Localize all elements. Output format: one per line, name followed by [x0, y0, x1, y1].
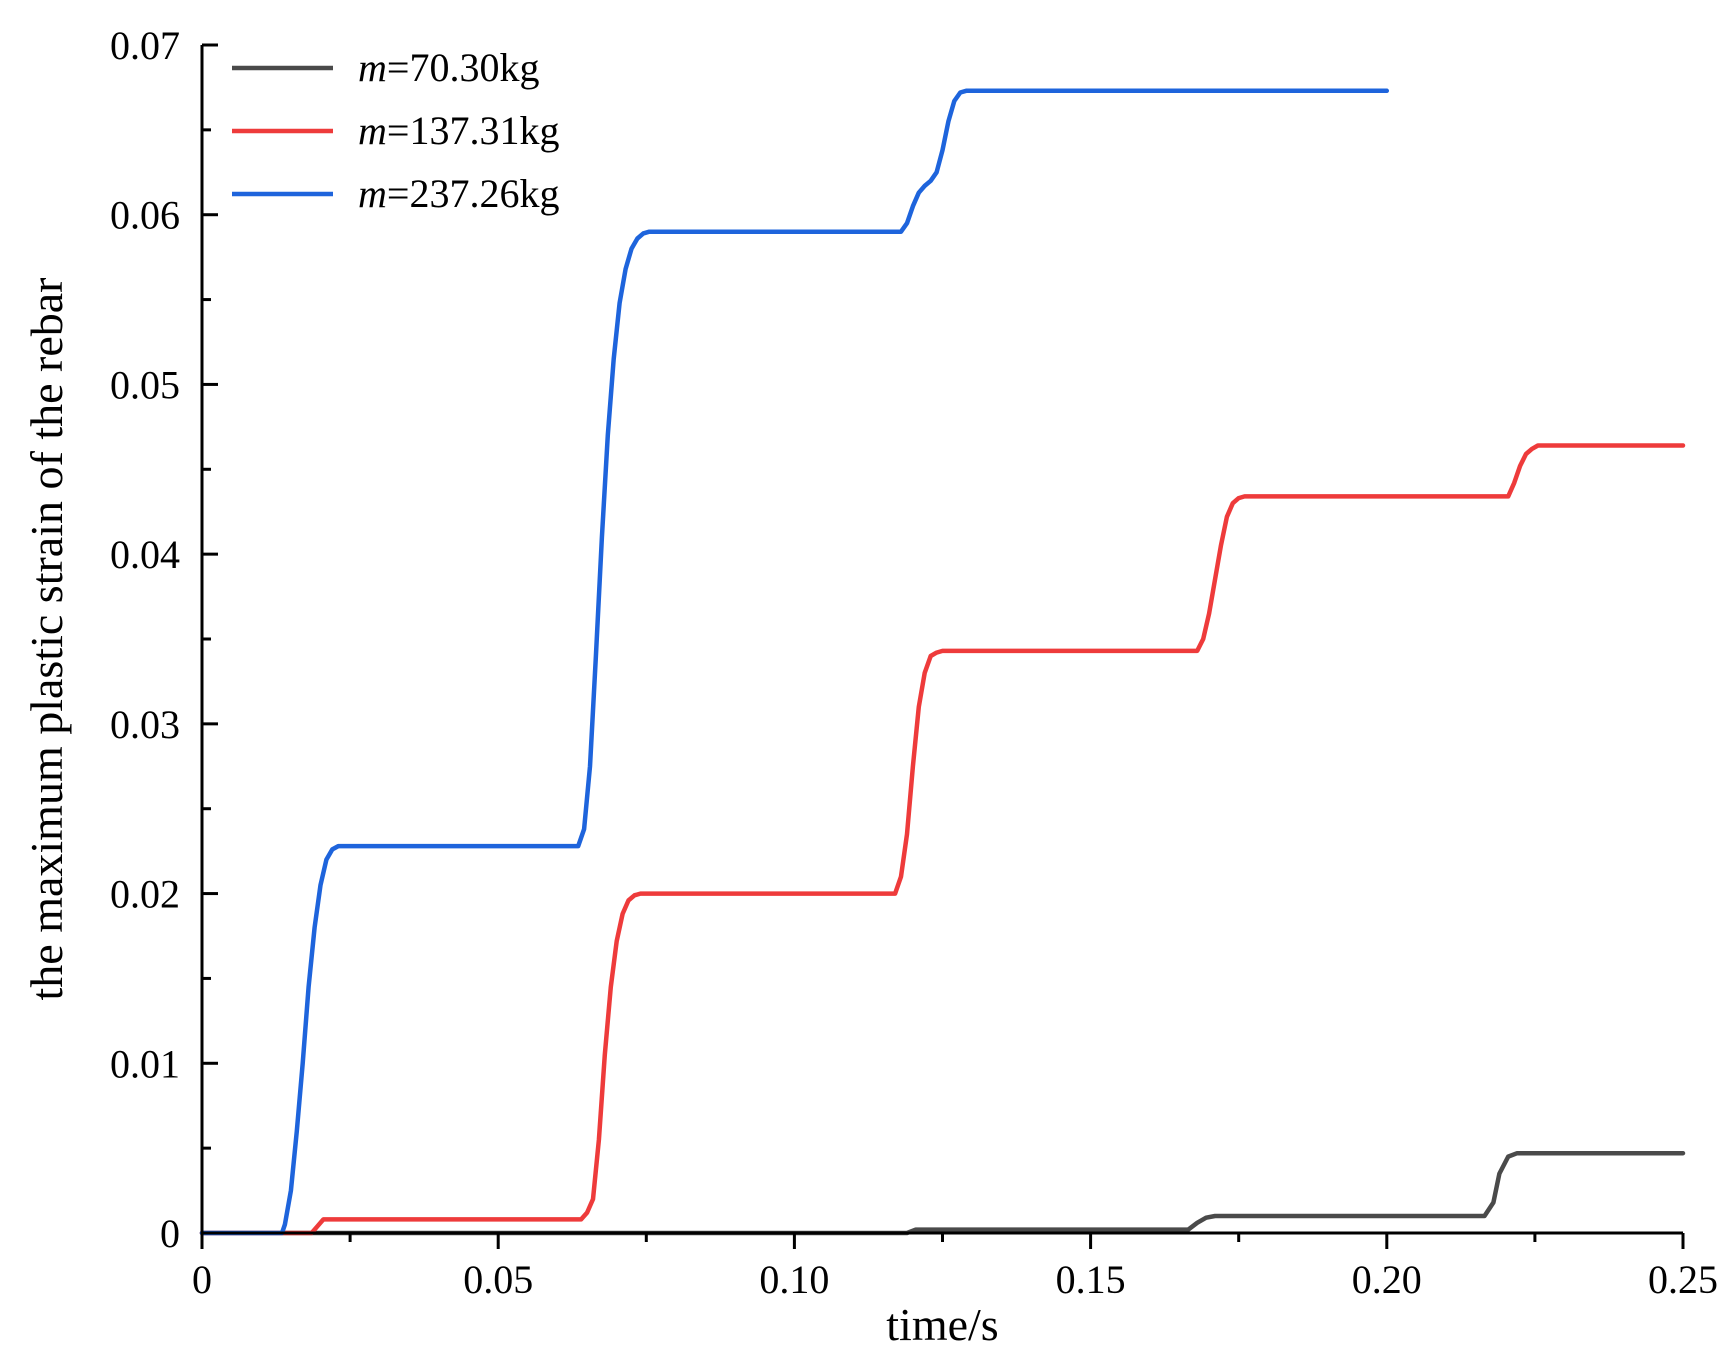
x-axis-title: time/s	[886, 1299, 998, 1350]
plot-area	[199, 88, 1686, 1236]
y-tick-label: 0.07	[110, 23, 180, 68]
legend-label-italic: m	[358, 45, 387, 90]
legend-label-text: =237.26kg	[387, 171, 560, 216]
legend-label-1: m=70.30kg	[358, 45, 539, 90]
x-tick-label: 0.25	[1648, 1257, 1718, 1302]
legend-label-text: =137.31kg	[387, 108, 560, 153]
y-tick-label: 0.03	[110, 702, 180, 747]
axes: 0 0.05 0.10 0.15 0.20 0.25 0 0.01 0.02 0.03 0.04 0.…	[21, 23, 1718, 1350]
x-tick-label: 0.10	[759, 1257, 829, 1302]
x-tick-label: 0	[192, 1257, 212, 1302]
y-tick-label: 0.06	[110, 193, 180, 238]
x-tick-label: 0.15	[1056, 1257, 1126, 1302]
legend-label-italic: m	[358, 108, 387, 153]
y-tick-label: 0.01	[110, 1041, 180, 1086]
legend-label-text: =70.30kg	[387, 45, 540, 90]
x-tick-label: 0.05	[463, 1257, 533, 1302]
y-tick-label: 0.05	[110, 362, 180, 407]
y-axis-title: the maximum plastic strain of the rebar	[21, 278, 72, 1001]
y-tick-label: 0.04	[110, 532, 180, 577]
series-line-1	[199, 1150, 1686, 1236]
legend-label-2: m=137.31kg	[358, 108, 559, 153]
legend-label-3: m=237.26kg	[358, 171, 559, 216]
series-line-2	[199, 443, 1686, 1236]
series-line-3	[199, 88, 1390, 1236]
x-tick-label: 0.20	[1352, 1257, 1422, 1302]
y-tick-label: 0.02	[110, 872, 180, 917]
legend-label-italic: m	[358, 171, 387, 216]
y-tick-label: 0	[160, 1211, 180, 1256]
